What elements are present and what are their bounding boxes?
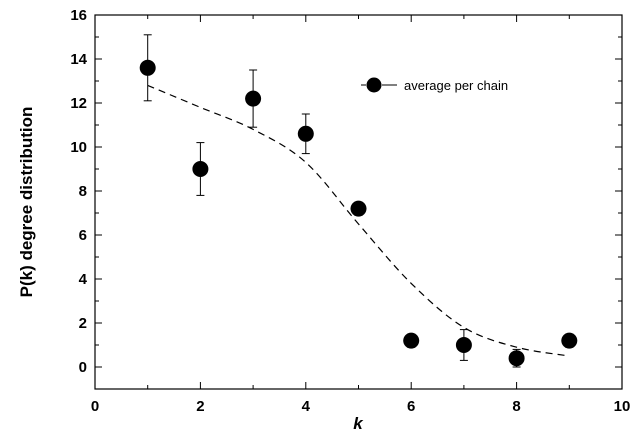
legend-label: average per chain <box>404 78 508 93</box>
y-tick-label: 14 <box>70 51 87 68</box>
x-tick-label: 2 <box>196 398 204 415</box>
y-axis-title: P(k) degree distribution <box>17 107 36 298</box>
fit-line <box>147 84 570 357</box>
x-tick-label: 4 <box>302 398 311 415</box>
y-tick-label: 16 <box>70 7 87 24</box>
data-point <box>403 332 420 349</box>
x-axis-title: k <box>353 414 364 433</box>
y-tick-label: 2 <box>79 315 87 332</box>
legend: average per chain <box>361 77 508 93</box>
y-tick-label: 8 <box>79 183 87 200</box>
data-point <box>561 332 578 349</box>
data-point <box>297 125 314 142</box>
data-point <box>508 350 525 367</box>
y-tick-label: 12 <box>70 95 87 112</box>
legend-marker <box>366 77 382 93</box>
x-tick-label: 0 <box>91 398 99 415</box>
x-tick-label: 8 <box>512 398 520 415</box>
y-tick-label: 4 <box>79 271 88 288</box>
data-point <box>245 90 262 107</box>
y-tick-label: 0 <box>79 359 87 376</box>
plot-layer: 0 2 4 6 8 10 0 2 4 6 8 10 12 14 16 <box>70 7 630 415</box>
y-tick-label: 6 <box>79 227 87 244</box>
data-point <box>139 59 156 76</box>
data-point <box>455 337 472 353</box>
x-tick-label: 10 <box>614 398 631 415</box>
data-point <box>350 200 367 217</box>
x-tick-label: 6 <box>407 398 415 415</box>
data-point <box>192 161 209 177</box>
y-tick-label: 10 <box>70 139 87 156</box>
